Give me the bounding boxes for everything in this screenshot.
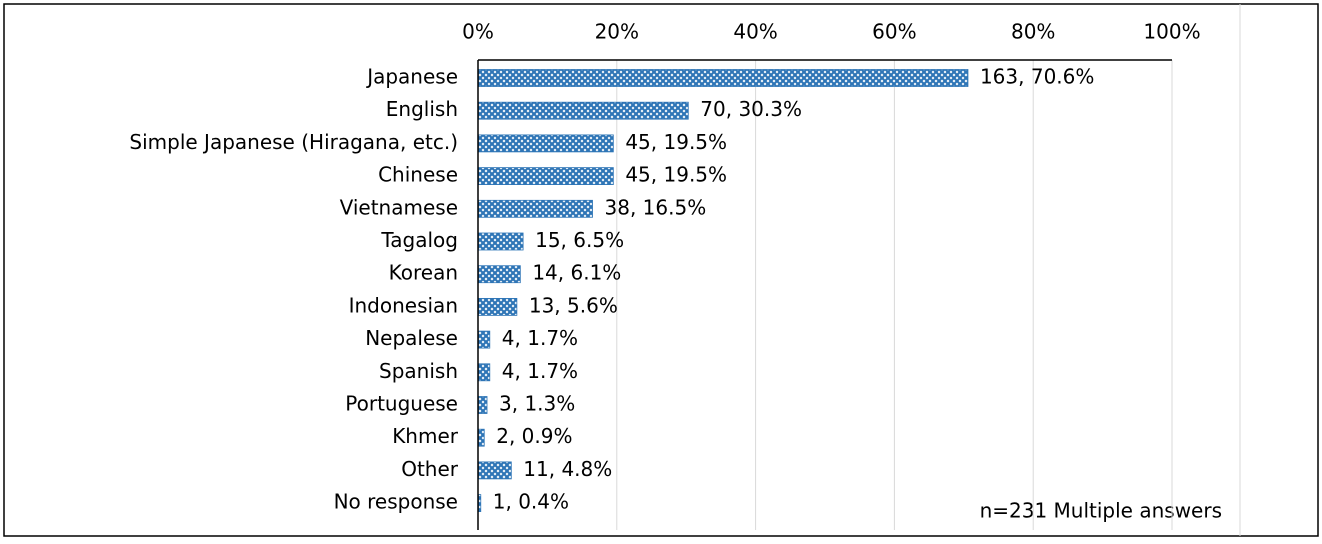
value-label: 2, 0.9% bbox=[496, 424, 572, 448]
x-tick-label: 0% bbox=[462, 20, 494, 44]
x-tick-label: 60% bbox=[872, 20, 916, 44]
y-tick-label: Simple Japanese (Hiragana, etc.) bbox=[129, 130, 458, 154]
bar bbox=[477, 101, 689, 120]
x-tick-label: 40% bbox=[733, 20, 777, 44]
value-label: 11, 4.8% bbox=[523, 457, 612, 481]
value-label: 3, 1.3% bbox=[499, 392, 575, 416]
x-tick-label: 20% bbox=[595, 20, 639, 44]
y-tick-label: English bbox=[386, 97, 458, 121]
y-tick-label: Korean bbox=[389, 261, 458, 285]
frame bbox=[3, 3, 1319, 537]
y-tick-label: Indonesian bbox=[349, 293, 458, 317]
value-label: 70, 30.3% bbox=[700, 97, 802, 121]
value-label: 4, 1.7% bbox=[502, 326, 578, 350]
bar bbox=[477, 330, 491, 349]
value-label: 15, 6.5% bbox=[535, 228, 624, 252]
y-tick-label: Nepalese bbox=[365, 326, 458, 350]
bar bbox=[477, 199, 593, 218]
value-label: 1, 0.4% bbox=[493, 490, 569, 514]
y-tick-label: Japanese bbox=[365, 65, 458, 89]
bar bbox=[477, 363, 491, 382]
bar bbox=[477, 428, 485, 447]
x-tick-label: 100% bbox=[1143, 20, 1200, 44]
annotation: n=231 Multiple answers bbox=[980, 499, 1222, 523]
value-label: 163, 70.6% bbox=[980, 65, 1094, 89]
x-tick-label: 80% bbox=[1011, 20, 1055, 44]
y-tick-label: Khmer bbox=[392, 424, 459, 448]
y-tick-label: Other bbox=[401, 457, 459, 481]
y-tick-label: Chinese bbox=[378, 163, 458, 187]
bar bbox=[477, 297, 518, 316]
value-label: 38, 16.5% bbox=[605, 195, 707, 219]
bar bbox=[477, 396, 488, 414]
bar bbox=[477, 134, 614, 153]
bar bbox=[477, 232, 524, 251]
y-tick-label: Portuguese bbox=[345, 392, 458, 416]
value-label: 45, 19.5% bbox=[625, 130, 727, 154]
bar bbox=[477, 167, 614, 186]
y-tick-label: No response bbox=[334, 490, 458, 514]
value-label: 13, 5.6% bbox=[529, 293, 618, 317]
y-tick-label: Tagalog bbox=[380, 228, 458, 252]
bar bbox=[477, 461, 512, 480]
value-label: 4, 1.7% bbox=[502, 359, 578, 383]
y-tick-label: Vietnamese bbox=[340, 195, 458, 219]
bar bbox=[477, 69, 969, 87]
value-label: 14, 6.1% bbox=[532, 261, 621, 285]
bar bbox=[477, 265, 521, 284]
value-label: 45, 19.5% bbox=[625, 163, 727, 187]
y-tick-label: Spanish bbox=[379, 359, 458, 383]
